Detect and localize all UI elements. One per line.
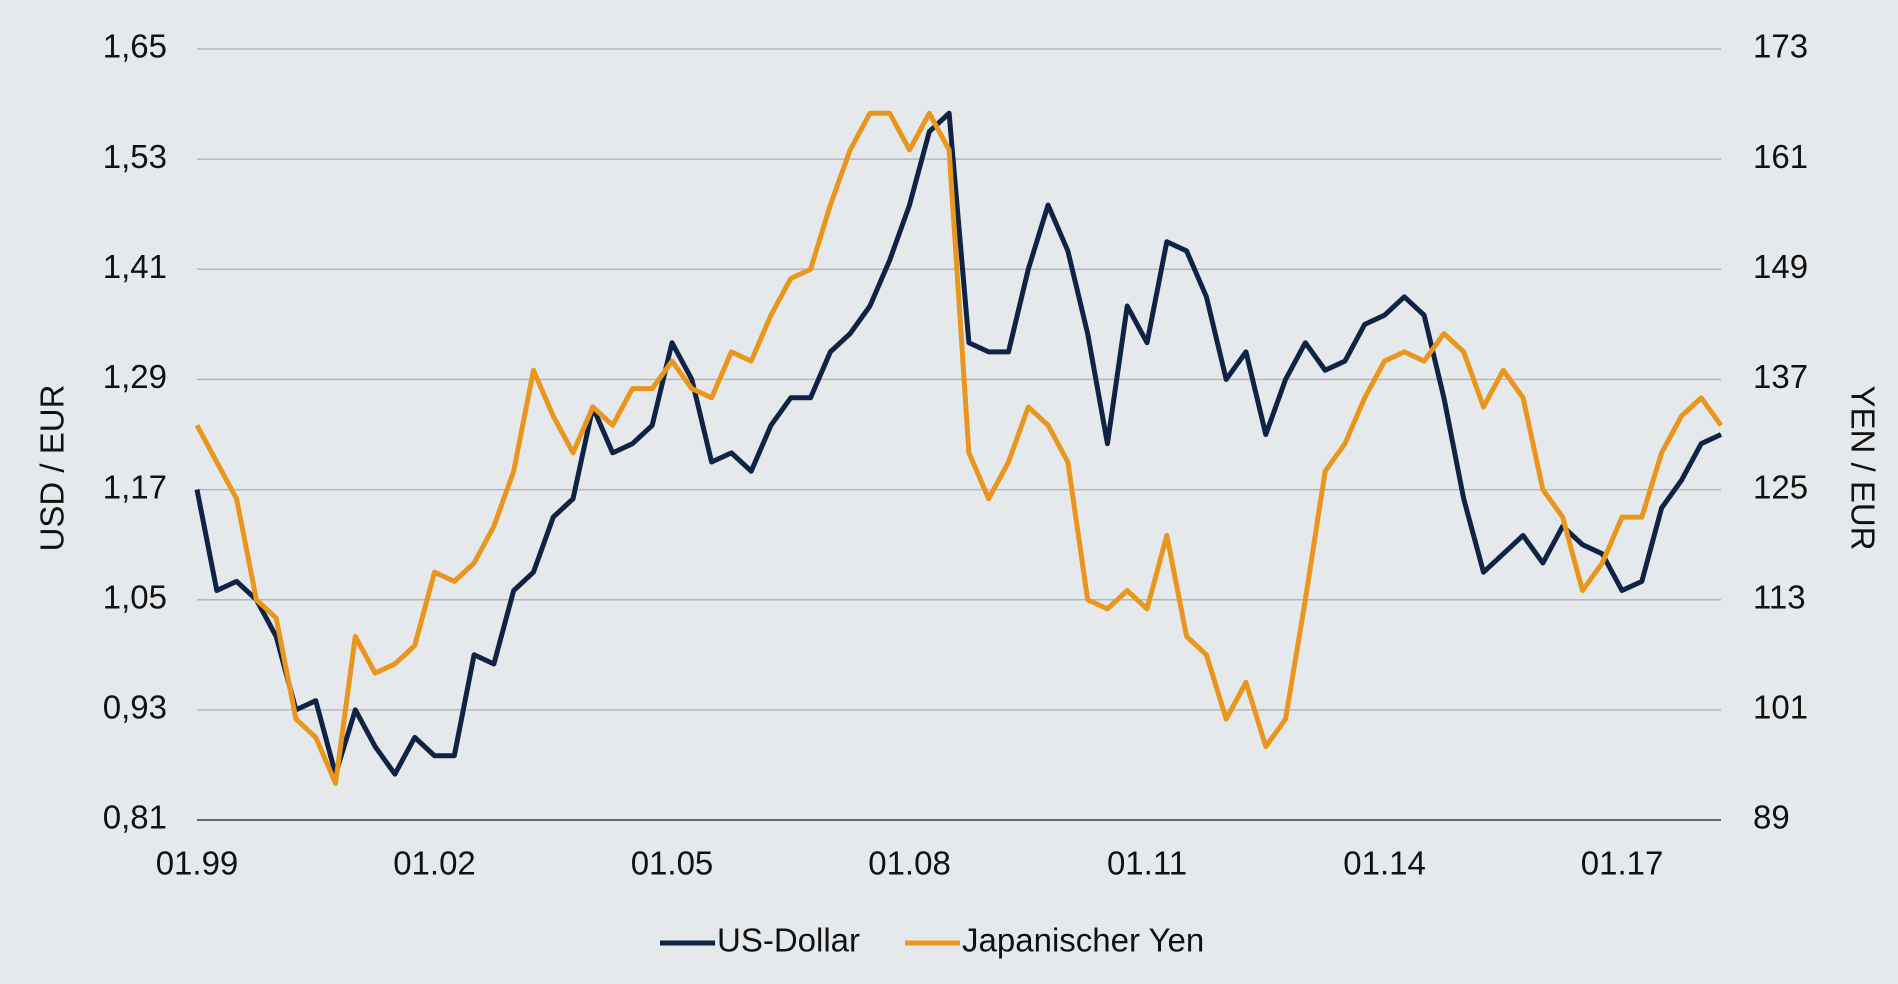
y-tick-label: 1,29 bbox=[103, 358, 167, 395]
x-tick-label: 01.02 bbox=[393, 845, 476, 882]
x-tick-label: 01.08 bbox=[868, 845, 951, 882]
y-tick-label: 0,93 bbox=[103, 689, 167, 726]
y2-tick-label: 173 bbox=[1753, 28, 1808, 65]
y-tick-label: 1,05 bbox=[103, 578, 167, 615]
x-tick-label: 01.17 bbox=[1581, 845, 1664, 882]
y-tick-label: 1,17 bbox=[103, 468, 167, 505]
y-tick-label: 1,53 bbox=[103, 138, 167, 175]
y-tick-label: 1,65 bbox=[103, 28, 167, 65]
series-line bbox=[194, 110, 1723, 777]
y2-tick-label: 101 bbox=[1753, 689, 1808, 726]
series-line bbox=[194, 110, 1724, 786]
y2-tick-label: 89 bbox=[1753, 799, 1790, 836]
y-axis-title: USD / EUR bbox=[34, 385, 71, 552]
y2-tick-label: 113 bbox=[1753, 578, 1806, 615]
legend-label: US-Dollar bbox=[717, 922, 860, 959]
x-tick-label: 01.14 bbox=[1343, 845, 1426, 882]
y-tick-label: 0,81 bbox=[103, 799, 167, 836]
x-tick-label: 01.11 bbox=[1107, 845, 1187, 882]
y2-tick-label: 137 bbox=[1753, 358, 1808, 395]
y2-axis-title: YEN / EUR bbox=[1844, 385, 1881, 550]
y2-tick-label: 149 bbox=[1753, 248, 1808, 285]
y2-tick-label: 125 bbox=[1753, 468, 1808, 505]
x-tick-label: 01.99 bbox=[156, 845, 239, 882]
y-tick-label: 1,41 bbox=[103, 248, 167, 285]
y2-tick-label: 161 bbox=[1753, 138, 1808, 175]
x-tick-label: 01.05 bbox=[631, 845, 714, 882]
legend-label: Japanischer Yen bbox=[962, 922, 1204, 959]
